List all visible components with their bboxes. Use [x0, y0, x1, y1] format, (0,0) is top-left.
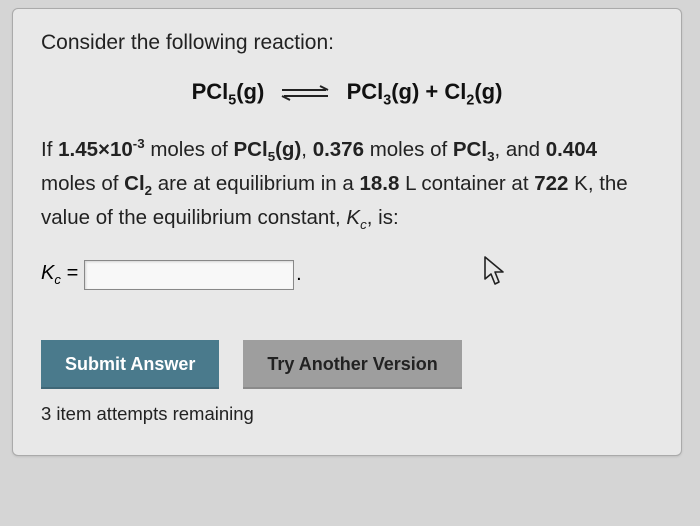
try-another-version-button[interactable]: Try Another Version [243, 340, 461, 389]
equation-lhs: PCl5(g) [192, 79, 265, 104]
attempts-remaining: 3 item attempts remaining [41, 403, 653, 425]
trailing-period: . [296, 263, 302, 286]
submit-answer-button[interactable]: Submit Answer [41, 340, 219, 389]
question-card: Consider the following reaction: PCl5(g)… [12, 8, 682, 456]
button-row: Submit Answer Try Another Version [41, 340, 653, 389]
answer-row: Kc = . [41, 260, 653, 290]
question-prompt: Consider the following reaction: [41, 31, 653, 55]
equilibrium-arrow-icon [280, 84, 330, 102]
reaction-equation: PCl5(g) PCl3(g) + Cl2(g) [41, 79, 653, 108]
kc-label: Kc = [41, 262, 78, 287]
cursor-icon [481, 254, 509, 288]
kc-input[interactable] [84, 260, 294, 290]
question-body: If 1.45×10-3 moles of PCl5(g), 0.376 mol… [41, 134, 653, 235]
equation-rhs: PCl3(g) + Cl2(g) [347, 79, 503, 104]
